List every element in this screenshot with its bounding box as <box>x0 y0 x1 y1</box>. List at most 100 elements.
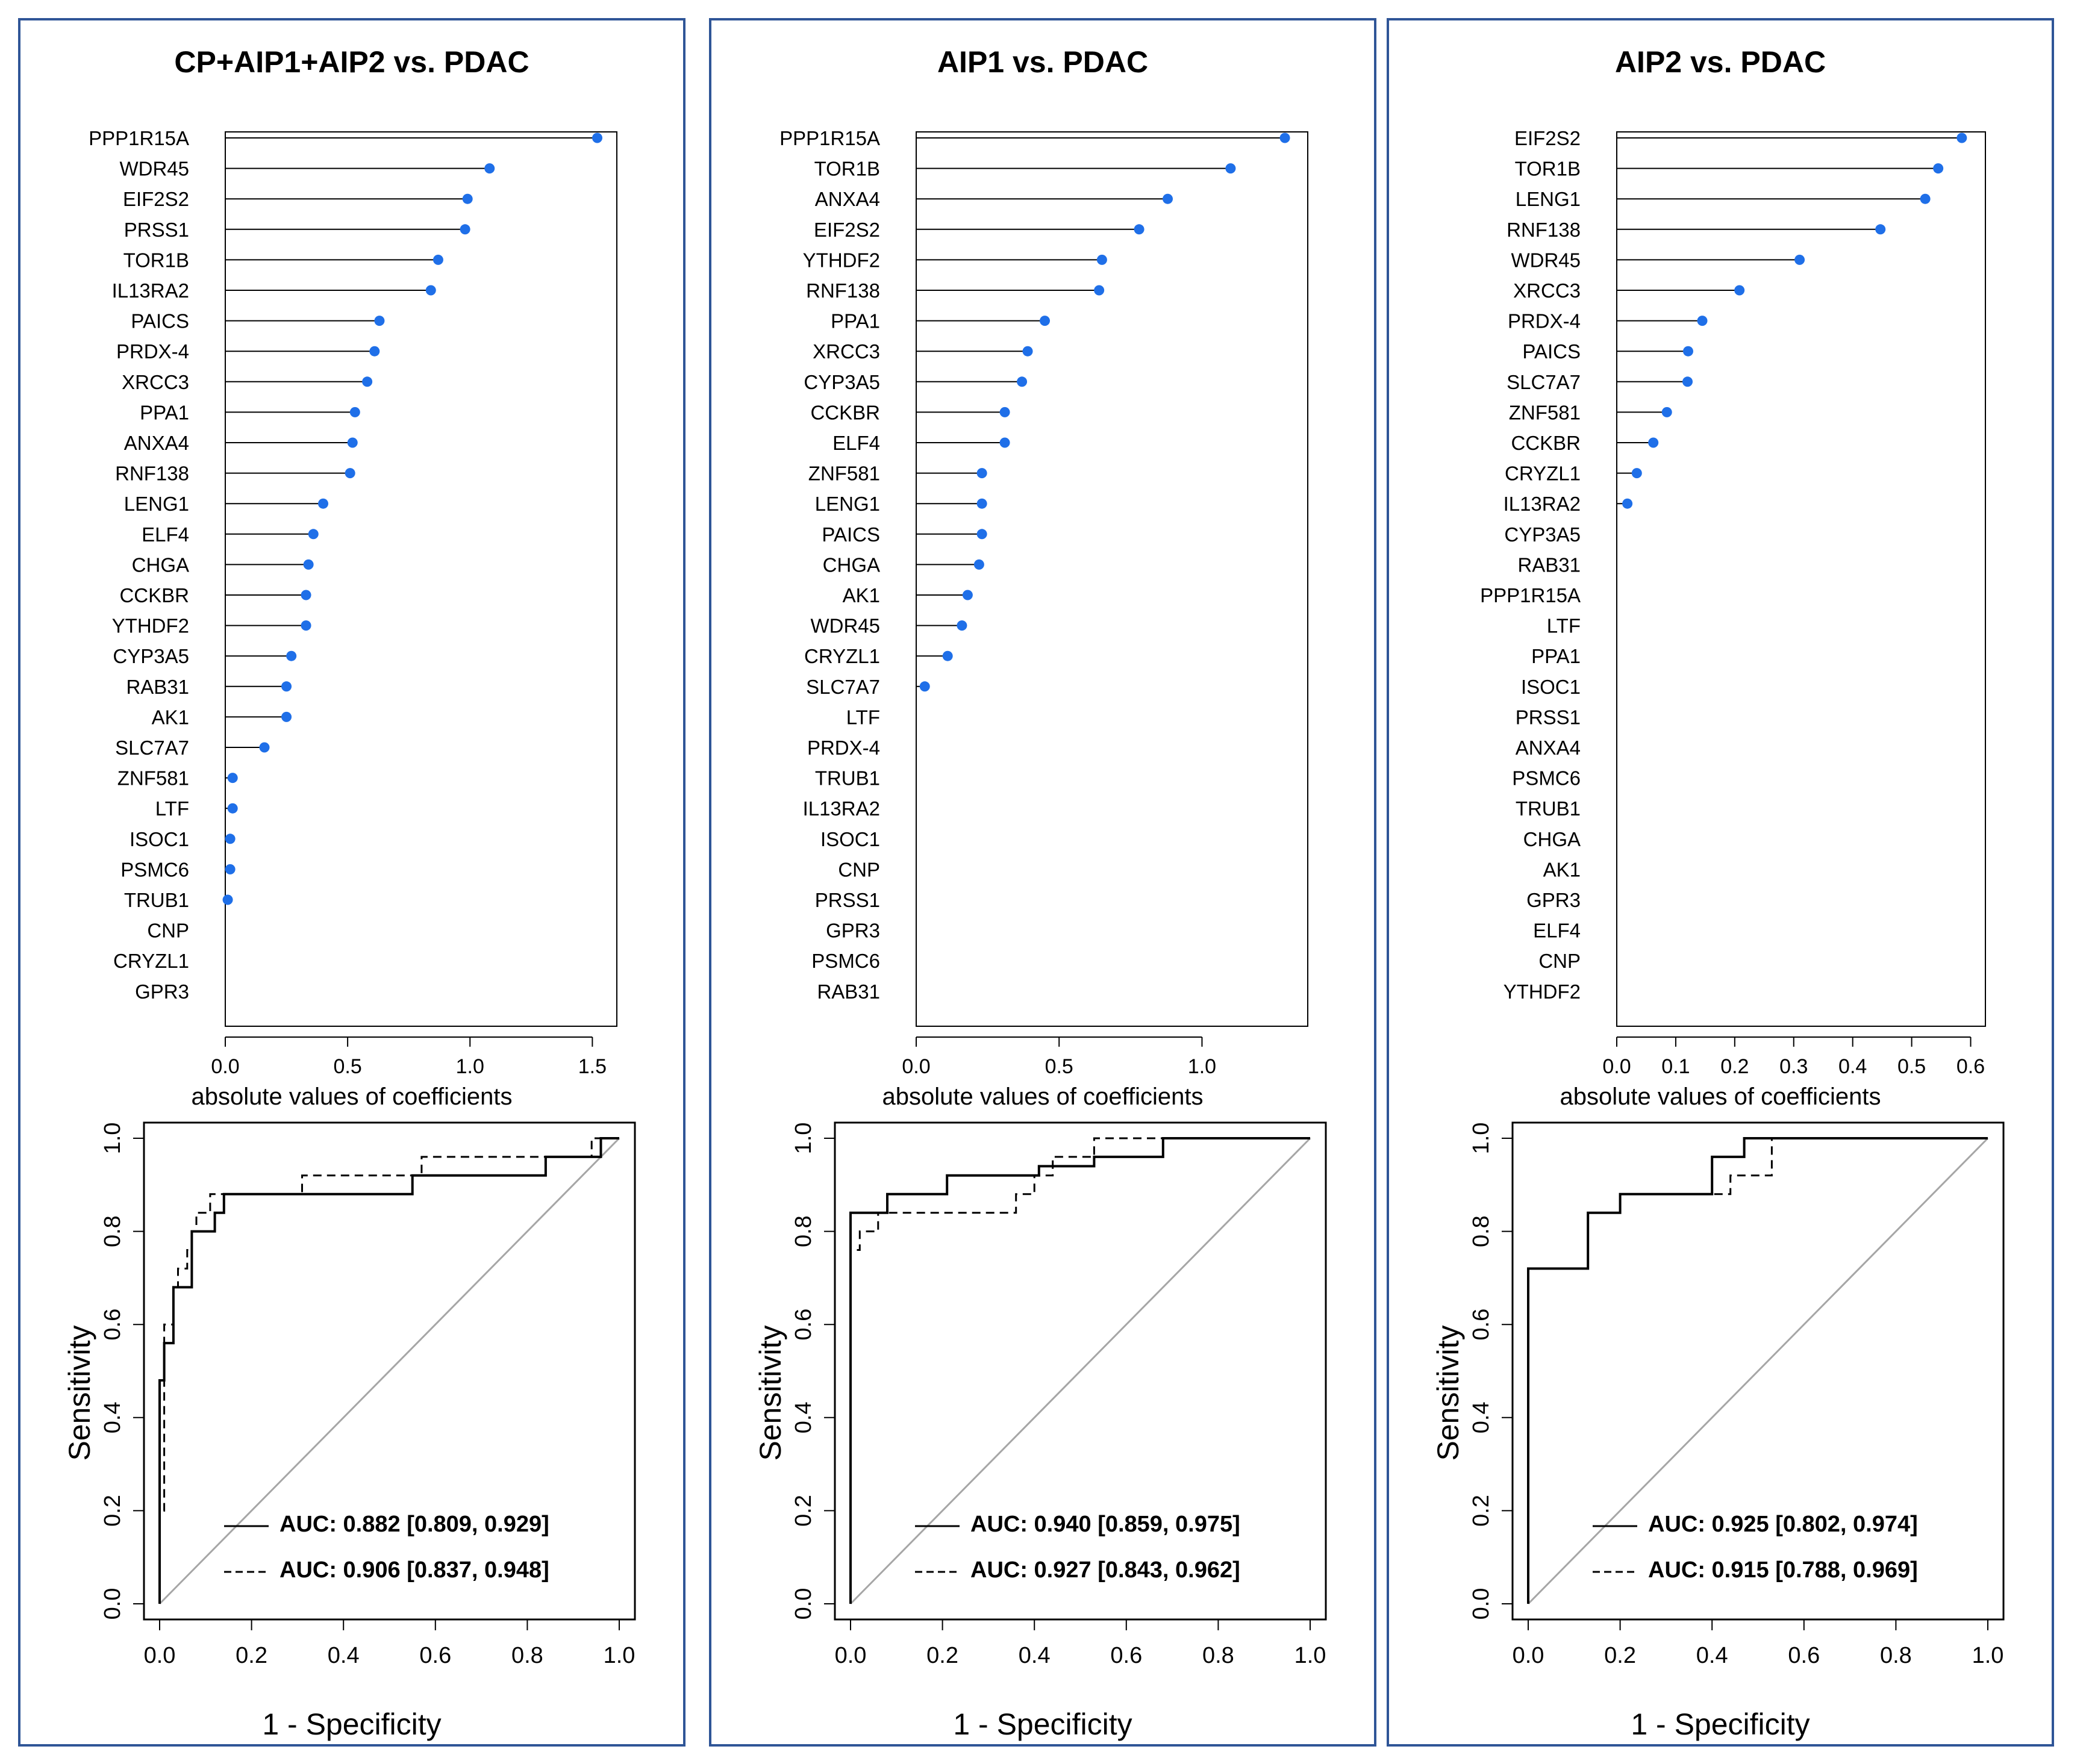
roc-x-tick-label: 0.6 <box>1110 1643 1142 1668</box>
gene-label: ELF4 <box>832 432 880 454</box>
gene-label: CYP3A5 <box>1504 523 1581 546</box>
roc-x-tick-label: 0.6 <box>1788 1643 1820 1668</box>
lollipop-dot <box>433 254 443 265</box>
coefficient-chart: EIF2S2 TOR1B LENG1 RNF138 WDR45 XRCC3 PRDX-4 PA… <box>1480 127 1986 1078</box>
x-tick-label: 0.0 <box>211 1055 239 1078</box>
roc-x-tick-label: 0.4 <box>328 1643 360 1668</box>
gene-label: PPA1 <box>140 401 189 423</box>
gene-label: CHGA <box>823 553 880 576</box>
x-tick-label: 0.5 <box>1045 1055 1073 1078</box>
gene-label: ELF4 <box>1533 920 1581 942</box>
lollipop-dot <box>1682 376 1693 387</box>
gene-label: WDR45 <box>119 158 189 180</box>
x-tick-label: 0.5 <box>1897 1055 1926 1078</box>
roc-x-tick-label: 0.0 <box>144 1643 176 1668</box>
gene-label: LENG1 <box>815 493 880 515</box>
gene-label: RNF138 <box>1507 219 1581 241</box>
roc-y-tick-label: 1.0 <box>1469 1123 1494 1155</box>
lollipop-dot <box>225 864 236 874</box>
lollipop-dot <box>227 773 238 784</box>
roc-y-tick-label: 1.0 <box>100 1123 125 1155</box>
gene-label: CRYZL1 <box>113 950 189 972</box>
lollipop-dot <box>374 316 385 326</box>
gene-label: EIF2S2 <box>1514 127 1581 149</box>
gene-label: WDR45 <box>1511 249 1581 271</box>
gene-label: TOR1B <box>814 158 880 180</box>
gene-label: LENG1 <box>124 493 189 515</box>
roc-y-tick-label: 0.6 <box>1469 1309 1494 1341</box>
x-tick-label: 0.0 <box>1602 1055 1631 1078</box>
gene-label: PRSS1 <box>815 889 880 911</box>
lollipop-dot <box>286 650 297 661</box>
legend-solid-label: AUC: 0.940 [0.859, 0.975] <box>970 1512 1240 1537</box>
roc-x-tick-label: 0.2 <box>236 1643 267 1668</box>
gene-label: TRUB1 <box>815 767 880 790</box>
x-tick-label: 0.1 <box>1661 1055 1690 1078</box>
panel-aip1-vs-pdac: AIP1 vs. PDAC PPP1R15A TOR1B ANXA4 EIF2S2 YT… <box>709 18 1376 1747</box>
legend-dashed-label: AUC: 0.927 [0.843, 0.962] <box>970 1557 1240 1583</box>
gene-label: LENG1 <box>1516 188 1581 210</box>
lollipop-dot <box>919 681 930 692</box>
lollipop-dot <box>1022 346 1033 357</box>
roc-x-tick-label: 0.8 <box>1880 1643 1912 1668</box>
roc-y-tick-label: 0.8 <box>1469 1215 1494 1247</box>
lollipop-dot <box>259 742 270 753</box>
gene-label: TRUB1 <box>1516 797 1581 820</box>
gene-label: ZNF581 <box>808 463 880 485</box>
gene-label: ISOC1 <box>1521 676 1581 698</box>
lollipop-dot <box>1134 224 1144 235</box>
lollipop-dot <box>976 468 987 479</box>
gene-label: ELF4 <box>142 523 189 546</box>
lollipop-dot <box>484 163 495 174</box>
panel-aip2-vs-pdac: AIP2 vs. PDAC EIF2S2 TOR1B LENG1 RNF138 WDR4… <box>1387 18 2054 1747</box>
lollipop-dot <box>349 407 360 417</box>
lollipop-dot <box>1734 285 1745 296</box>
lollipop-dot <box>1631 468 1642 479</box>
gene-label: CCKBR <box>1511 432 1581 454</box>
roc-x-tick-label: 0.8 <box>1202 1643 1234 1668</box>
roc-y-tick-label: 0.4 <box>100 1401 125 1433</box>
roc-y-tick-label: 0.0 <box>791 1588 816 1620</box>
lollipop-dot <box>369 346 380 357</box>
gene-label: ISOC1 <box>820 828 880 850</box>
x-tick-label: 0.3 <box>1779 1055 1808 1078</box>
lollipop-dot <box>976 498 987 509</box>
coef-x-axis-label: absolute values of coefficients <box>882 1083 1204 1110</box>
gene-label: IL13RA2 <box>803 797 880 820</box>
lollipop-dot <box>347 437 358 448</box>
lollipop-dot <box>1661 407 1672 417</box>
panel-title: AIP1 vs. PDAC <box>937 45 1149 79</box>
roc-y-tick-label: 1.0 <box>791 1123 816 1155</box>
lollipop-dot <box>345 468 355 479</box>
gene-label: ANXA4 <box>124 432 189 454</box>
gene-label: EIF2S2 <box>123 188 189 210</box>
gene-label: CRYZL1 <box>1505 463 1581 485</box>
roc-y-tick-label: 0.2 <box>791 1495 816 1527</box>
x-tick-label: 1.0 <box>1188 1055 1216 1078</box>
gene-label: PPA1 <box>831 310 880 332</box>
roc-plot-frame <box>143 1121 636 1621</box>
roc-x-tick-label: 0.2 <box>1604 1643 1636 1668</box>
roc-y-tick-label: 0.8 <box>100 1215 125 1247</box>
lollipop-dot <box>1040 316 1051 326</box>
x-tick-label: 1.0 <box>456 1055 484 1078</box>
lollipop-dot <box>1920 193 1931 204</box>
roc-y-tick-label: 0.4 <box>791 1401 816 1433</box>
lollipop-dot <box>1682 346 1693 357</box>
lollipop-dot <box>957 620 967 631</box>
coefficient-chart: PPP1R15A TOR1B ANXA4 EIF2S2 YTHDF2 RNF138 PPA1… <box>779 127 1308 1078</box>
roc-x-axis-label: 1 - Specificity <box>953 1707 1132 1741</box>
lollipop-dot <box>1017 376 1028 387</box>
gene-label: PAICS <box>1522 340 1581 363</box>
lollipop-dot <box>303 559 314 570</box>
gene-label: IL13RA2 <box>1504 493 1581 515</box>
lollipop-dot <box>1794 254 1805 265</box>
gene-label: SLC7A7 <box>115 737 189 759</box>
x-tick-label: 1.5 <box>578 1055 607 1078</box>
lollipop-dot <box>1163 193 1173 204</box>
roc-y-axis-label: Sensitivity <box>754 1325 787 1461</box>
lollipop-dot <box>462 193 473 204</box>
gene-label: ZNF581 <box>1509 401 1581 423</box>
panel-title: AIP2 vs. PDAC <box>1614 45 1826 79</box>
gene-label: WDR45 <box>810 615 880 637</box>
